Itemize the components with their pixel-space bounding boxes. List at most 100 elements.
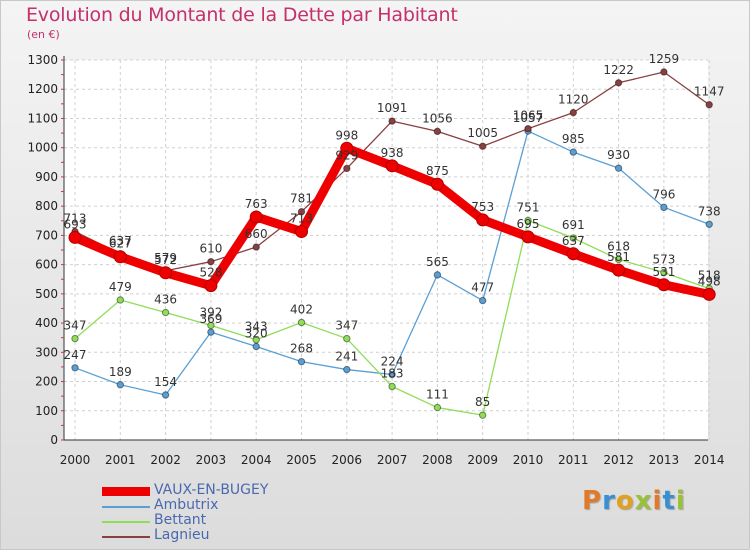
data-point-bettant	[479, 411, 487, 419]
data-label-vaux-en-bugey: 572	[154, 253, 177, 267]
data-point-bettant	[614, 255, 623, 264]
data-point-vaux-en-bugey	[68, 230, 82, 244]
data-label-bettant: 751	[517, 200, 540, 214]
data-point-bettant	[433, 403, 442, 412]
data-label-vaux-en-bugey: 581	[607, 250, 630, 264]
legend-label: Lagnieu	[154, 527, 210, 543]
legend-swatch	[102, 487, 150, 496]
data-label-vaux-en-bugey: 938	[381, 146, 404, 160]
data-label-ambutrix: 930	[607, 148, 630, 162]
data-label-ambutrix: 189	[109, 365, 132, 379]
y-tick-label: 900	[35, 170, 58, 184]
data-label-bettant: 518	[698, 269, 721, 283]
brand-letter: i	[675, 486, 686, 516]
legend-swatch	[102, 521, 150, 523]
x-tick-label: 2012	[603, 453, 634, 467]
brand-letter: r	[602, 486, 616, 516]
data-label-lagnieu: 637	[109, 234, 132, 248]
data-point-bettant	[252, 336, 260, 344]
data-label-bettant: 618	[607, 239, 630, 253]
legend-swatch	[102, 536, 150, 538]
data-label-vaux-en-bugey: 627	[109, 237, 132, 251]
data-label-ambutrix: 738	[698, 204, 721, 218]
x-tick-label: 2005	[286, 453, 317, 467]
data-label-lagnieu: 1056	[422, 111, 453, 125]
data-label-ambutrix: 241	[335, 350, 358, 364]
x-tick-label: 2000	[60, 453, 91, 467]
data-point-vaux-en-bugey	[702, 287, 716, 301]
x-tick-label: 2006	[332, 453, 363, 467]
y-tick-label: 600	[35, 258, 58, 272]
x-tick-label: 2010	[513, 453, 544, 467]
x-tick-label: 2003	[196, 453, 227, 467]
data-point-lagnieu	[207, 257, 215, 266]
data-point-bettant	[207, 321, 215, 330]
x-tick-label: 2013	[649, 453, 680, 467]
data-label-lagnieu: 1005	[467, 126, 498, 140]
y-tick-label: 300	[35, 345, 58, 359]
x-tick-label: 2009	[467, 453, 498, 467]
brand-letter: i	[652, 486, 663, 516]
y-tick-label: 100	[35, 404, 58, 418]
data-label-lagnieu: 1120	[558, 93, 589, 107]
data-point-vaux-en-bugey	[385, 159, 399, 173]
data-label-vaux-en-bugey: 693	[64, 217, 87, 231]
data-label-ambutrix: 565	[426, 255, 449, 269]
x-tick-label: 2008	[422, 453, 453, 467]
y-tick-label: 200	[35, 375, 58, 389]
data-point-lagnieu	[569, 108, 577, 117]
data-label-lagnieu: 1091	[377, 101, 408, 115]
data-point-ambutrix	[297, 357, 306, 366]
data-point-vaux-en-bugey	[249, 210, 263, 224]
data-point-ambutrix	[207, 328, 215, 336]
data-label-ambutrix: 224	[381, 355, 404, 369]
legend-swatch	[102, 506, 150, 508]
y-tick-label: 800	[35, 199, 58, 213]
data-label-ambutrix: 477	[471, 281, 494, 295]
data-point-bettant	[569, 234, 577, 242]
data-label-vaux-en-bugey: 498	[698, 274, 721, 288]
data-label-lagnieu: 929	[335, 148, 358, 162]
data-point-bettant	[660, 268, 668, 277]
data-point-ambutrix	[660, 203, 668, 212]
data-label-bettant: 402	[290, 302, 313, 316]
data-label-vaux-en-bugey: 753	[471, 200, 494, 214]
data-point-lagnieu	[343, 164, 351, 173]
data-point-vaux-en-bugey	[113, 250, 127, 264]
y-tick-label: 400	[35, 316, 58, 330]
data-label-lagnieu: 1065	[513, 109, 544, 123]
data-label-vaux-en-bugey: 763	[245, 197, 268, 211]
data-label-vaux-en-bugey: 998	[335, 128, 358, 142]
data-point-bettant	[343, 334, 351, 343]
x-tick-label: 2001	[105, 453, 136, 467]
data-point-ambutrix	[479, 296, 487, 305]
data-point-bettant	[116, 296, 125, 304]
data-point-lagnieu	[614, 79, 623, 87]
data-point-vaux-en-bugey	[521, 230, 535, 244]
legend-label: Ambutrix	[154, 497, 219, 513]
data-label-bettant: 479	[109, 280, 132, 294]
data-label-lagnieu: 1222	[603, 63, 634, 77]
data-label-lagnieu: 713	[64, 212, 87, 226]
data-label-lagnieu: 660	[245, 227, 268, 241]
legend-label: Bettant	[154, 512, 207, 528]
data-label-vaux-en-bugey: 875	[426, 164, 449, 178]
y-tick-label: 1000	[27, 141, 58, 155]
data-label-bettant: 347	[64, 319, 87, 333]
data-point-bettant	[524, 216, 532, 225]
data-label-ambutrix: 985	[562, 132, 585, 146]
data-point-lagnieu	[479, 142, 487, 150]
data-label-bettant: 347	[335, 319, 358, 333]
y-tick-label: 500	[35, 287, 58, 301]
data-point-ambutrix	[343, 365, 351, 374]
data-point-lagnieu	[297, 208, 306, 216]
y-tick-label: 0	[50, 433, 58, 447]
data-point-vaux-en-bugey	[566, 247, 580, 261]
data-label-bettant: 392	[199, 305, 222, 319]
data-label-bettant: 183	[381, 367, 404, 381]
data-label-ambutrix: 369	[199, 312, 222, 326]
data-point-ambutrix	[388, 370, 396, 379]
data-point-lagnieu	[433, 127, 442, 136]
x-tick-label: 2002	[150, 453, 181, 467]
data-point-ambutrix	[252, 342, 260, 351]
